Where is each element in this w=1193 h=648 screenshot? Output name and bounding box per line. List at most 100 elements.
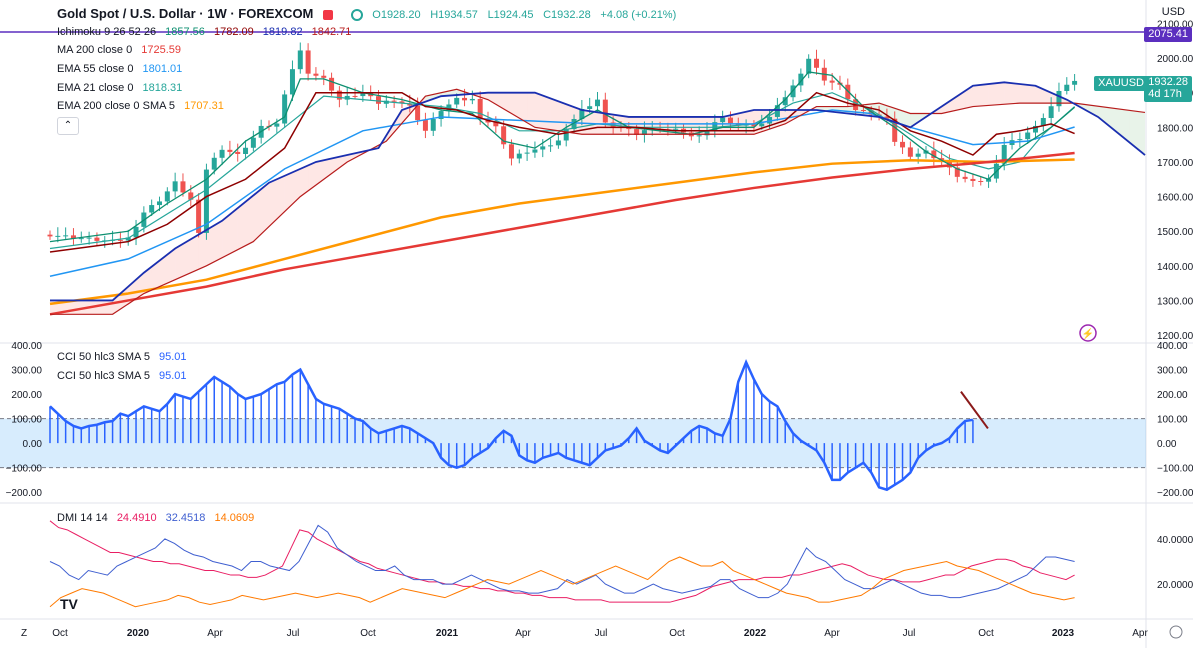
candle-body [157, 201, 162, 206]
ichimoku-cloud-segment [96, 300, 105, 315]
candle-body [579, 108, 585, 120]
ichimoku-cloud-segment [965, 85, 973, 109]
time-tick-label: Jul [287, 628, 300, 639]
candle-body [391, 100, 397, 102]
legend-ema55[interactable]: EMA 55 close 0 1801.01 [57, 63, 188, 75]
cci-trend-line [960, 391, 989, 429]
legend-ichimoku-v4: 1842.71 [311, 26, 352, 38]
legend-dmi[interactable]: DMI 14 14 24.4910 32.4518 14.0609 [57, 512, 260, 524]
cci-line [49, 358, 974, 492]
candle-body [595, 99, 600, 107]
candle-body [94, 237, 100, 241]
ichimoku-cloud-segment [941, 101, 950, 114]
cci-tick-label: −200.00 [1157, 488, 1193, 499]
ichimoku-cloud-segment [237, 201, 246, 250]
legend-dmi-label: DMI 14 14 [57, 512, 108, 524]
series-line-tenkan [49, 71, 1076, 243]
ohlc-close: C1932.28 [543, 9, 591, 21]
price-tick-label: 1200.00 [1157, 331, 1193, 342]
price-tick-label: 1500.00 [1157, 227, 1193, 238]
series-line-ma-200-close-0 [49, 151, 1075, 316]
time-tick-label: Apr [1132, 628, 1148, 639]
cci-tick-label: 0.00 [1157, 439, 1177, 450]
ichimoku-cloud-segment [401, 107, 410, 124]
candle-body [782, 97, 788, 106]
collapse-legend-button[interactable]: ⌃ [57, 117, 79, 135]
ichimoku-cloud-segment [511, 92, 520, 119]
time-tick-label: Oct [669, 628, 685, 639]
candle-body [751, 124, 757, 127]
legend-ma200-label: MA 200 close 0 [57, 44, 133, 56]
legend-ema200-value: 1707.31 [184, 100, 224, 112]
candle-body [548, 145, 554, 147]
ichimoku-cloud-segment [503, 92, 512, 114]
candle-body [540, 146, 546, 150]
candle-body [282, 94, 288, 124]
candle-body [477, 98, 483, 119]
ichimoku-cloud-segment [261, 182, 269, 235]
candle-body [900, 141, 906, 148]
candle-body [641, 130, 647, 135]
candle-body [219, 149, 225, 158]
cci-tick-label: 200.00 [1157, 390, 1188, 401]
settings-gear-icon [1169, 625, 1183, 639]
ichimoku-cloud-segment [300, 165, 309, 197]
candle-body [1025, 132, 1031, 140]
ichimoku-cloud-segment [175, 243, 183, 280]
ichimoku-cloud-segment [284, 172, 293, 212]
candle-body [399, 101, 405, 104]
candle-body [70, 235, 76, 239]
ichimoku-cloud-segment [699, 116, 707, 135]
ichimoku-cloud-segment [738, 111, 747, 135]
candle-body [462, 97, 468, 101]
legend-cci-b[interactable]: CCI 50 hlc3 SMA 5 95.01 [57, 370, 193, 382]
candle-body [376, 96, 381, 104]
candle-body [829, 80, 835, 83]
legend-ema21[interactable]: EMA 21 close 0 1818.31 [57, 82, 188, 94]
time-tick-label: 2021 [436, 628, 459, 639]
candle-body [1017, 139, 1023, 141]
legend-ema200[interactable]: EMA 200 close 0 SMA 5 1707.31 [57, 100, 230, 112]
legend-ema200-label: EMA 200 close 0 SMA 5 [57, 100, 176, 112]
candle-body [180, 181, 186, 193]
ichimoku-cloud-segment [1027, 84, 1036, 104]
series-line-ema-200-close-0-sma-5 [49, 158, 1075, 306]
legend-ichimoku[interactable]: Ichimoku 9 26 52 26 1857.56 1782.09 1819… [57, 26, 357, 38]
ichimoku-cloud-segment [315, 160, 324, 186]
candle-body [860, 110, 866, 112]
ichimoku-cloud-segment [292, 168, 301, 205]
candle-body [970, 178, 976, 181]
legend-cci-a[interactable]: CCI 50 hlc3 SMA 5 95.01 [57, 351, 193, 363]
candle-body [727, 117, 733, 124]
legend-dmi-v1: 24.4910 [116, 512, 157, 524]
market-status-icon [323, 9, 334, 20]
cci-tick-label: 400.00 [1157, 341, 1188, 352]
ichimoku-cloud-segment [996, 82, 1005, 105]
candle-body [352, 95, 358, 97]
ichimoku-cloud-segment [323, 158, 332, 180]
cci-left-tick-label: 100.00 [11, 415, 42, 426]
time-tick-label: 2022 [744, 628, 767, 639]
legend-ichimoku-v1: 1857.56 [165, 26, 205, 38]
cci-left-tick-label: 400.00 [11, 341, 42, 352]
legend-ma200[interactable]: MA 200 close 0 1725.59 [57, 44, 187, 56]
ichimoku-cloud-segment [652, 116, 661, 135]
legend-cci-a-label: CCI 50 hlc3 SMA 5 [57, 351, 150, 363]
candle-body [1056, 90, 1062, 107]
candle-body [1001, 144, 1007, 164]
candle-body [305, 50, 311, 74]
candle-body [469, 98, 475, 101]
candle-body [1040, 117, 1046, 126]
ichimoku-cloud-segment [1090, 105, 1099, 117]
cci-left-tick-label: 0.00 [23, 439, 43, 450]
symbol-title[interactable]: Gold Spot / U.S. Dollar · 1W · FOREXCOM [57, 6, 314, 21]
price-tick-label: 1600.00 [1157, 193, 1193, 204]
candle-body [571, 119, 577, 130]
time-tick-label: Apr [515, 628, 531, 639]
candle-body [915, 153, 921, 157]
legend-dmi-v3: 14.0609 [214, 512, 255, 524]
price-tick-label: 1400.00 [1157, 262, 1193, 273]
cci-left-tick-label: 200.00 [11, 390, 42, 401]
candle-body [892, 118, 898, 142]
